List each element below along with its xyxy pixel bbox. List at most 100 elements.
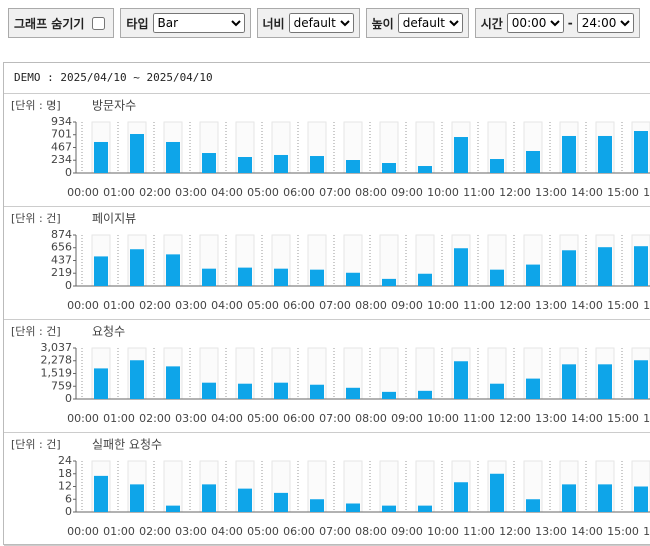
x-tick-label: 08:00 bbox=[355, 299, 387, 312]
x-tick-label: 00:00 bbox=[67, 412, 99, 425]
bar bbox=[130, 484, 144, 512]
bar bbox=[562, 135, 576, 173]
bar bbox=[490, 159, 504, 173]
bar bbox=[94, 141, 108, 173]
bar bbox=[202, 382, 216, 399]
x-tick-label: 01:00 bbox=[103, 299, 135, 312]
bar bbox=[202, 153, 216, 173]
x-tick-label: 09:00 bbox=[391, 525, 423, 538]
bar bbox=[562, 250, 576, 286]
chart-title: 방문자수 bbox=[92, 99, 136, 113]
bar bbox=[274, 492, 288, 512]
bar bbox=[94, 368, 108, 399]
y-tick-label: 934 bbox=[51, 115, 72, 128]
bar bbox=[130, 249, 144, 286]
y-tick-label: 874 bbox=[51, 228, 72, 241]
x-tick-label: 16:00 bbox=[643, 299, 650, 312]
x-tick-label: 00:00 bbox=[67, 186, 99, 199]
chart-title: 실패한 요청수 bbox=[92, 438, 162, 452]
bar bbox=[382, 278, 396, 286]
height-select[interactable]: default bbox=[397, 13, 463, 33]
bar bbox=[238, 488, 252, 512]
y-tick-label: 18 bbox=[58, 467, 72, 480]
x-tick-label: 14:00 bbox=[571, 525, 603, 538]
bar bbox=[166, 366, 180, 399]
x-tick-label: 13:00 bbox=[535, 186, 567, 199]
x-tick-label: 04:00 bbox=[211, 525, 243, 538]
to-select[interactable]: 24:00 bbox=[576, 13, 634, 33]
y-tick-label: 467 bbox=[51, 141, 72, 154]
x-tick-label: 00:00 bbox=[67, 525, 99, 538]
x-tick-label: 10:00 bbox=[427, 412, 459, 425]
slot-bg bbox=[379, 460, 399, 513]
bar bbox=[454, 137, 468, 173]
type-select[interactable]: Bar bbox=[152, 13, 245, 33]
y-tick-label: 219 bbox=[51, 266, 72, 279]
bar bbox=[382, 505, 396, 512]
bar bbox=[490, 473, 504, 512]
hide-checkbox[interactable] bbox=[92, 16, 106, 30]
bar bbox=[346, 503, 360, 512]
from-select[interactable]: 00:00 bbox=[506, 13, 564, 33]
chart-title: 요청수 bbox=[92, 325, 125, 339]
bar bbox=[382, 391, 396, 399]
x-tick-label: 09:00 bbox=[391, 299, 423, 312]
x-tick-label: 03:00 bbox=[175, 186, 207, 199]
x-tick-label: 13:00 bbox=[535, 412, 567, 425]
y-tick-label: 2,278 bbox=[41, 354, 73, 367]
chart-title: 페이지뷰 bbox=[92, 212, 136, 226]
label: 시간 bbox=[480, 16, 503, 31]
x-tick-label: 16:00 bbox=[643, 525, 650, 538]
x-tick-label: 02:00 bbox=[139, 299, 171, 312]
x-tick-label: 07:00 bbox=[319, 412, 351, 425]
x-tick-label: 14:00 bbox=[571, 186, 603, 199]
period-header: DEMO : 2025/04/10 ~ 2025/04/10 bbox=[4, 63, 650, 94]
x-tick-label: 06:00 bbox=[283, 525, 315, 538]
bar bbox=[418, 166, 432, 173]
y-tick-label: 24 bbox=[58, 454, 72, 467]
x-tick-label: 08:00 bbox=[355, 186, 387, 199]
y-tick-label: 0 bbox=[65, 166, 72, 179]
width-group: 너비 default bbox=[256, 8, 360, 38]
x-tick-label: 13:00 bbox=[535, 299, 567, 312]
x-tick-label: 13:00 bbox=[535, 525, 567, 538]
unit: [단위 : 건] bbox=[11, 212, 61, 225]
bar bbox=[490, 383, 504, 399]
width-select[interactable]: default bbox=[288, 13, 354, 33]
slot-bg bbox=[379, 234, 399, 287]
y-tick-label: 759 bbox=[51, 379, 72, 392]
height-group: 높이 default bbox=[365, 8, 469, 38]
x-tick-label: 10:00 bbox=[427, 186, 459, 199]
x-tick-label: 01:00 bbox=[103, 412, 135, 425]
bar bbox=[346, 160, 360, 173]
x-tick-label: 05:00 bbox=[247, 299, 279, 312]
unit: [단위 : 건] bbox=[11, 438, 61, 451]
x-tick-label: 12:00 bbox=[499, 186, 531, 199]
bar bbox=[274, 382, 288, 399]
bar bbox=[634, 486, 648, 512]
bar bbox=[454, 361, 468, 399]
label: 타입 bbox=[126, 16, 149, 31]
sep: - bbox=[567, 16, 573, 30]
x-tick-label: 03:00 bbox=[175, 299, 207, 312]
bar bbox=[130, 134, 144, 173]
bar bbox=[526, 499, 540, 512]
y-tick-label: 437 bbox=[51, 254, 72, 267]
slot-bg bbox=[415, 121, 435, 174]
bar bbox=[202, 268, 216, 286]
y-tick-label: 701 bbox=[51, 128, 72, 141]
bar bbox=[418, 273, 432, 286]
x-tick-label: 08:00 bbox=[355, 525, 387, 538]
y-tick-label: 6 bbox=[65, 492, 72, 505]
x-tick-label: 05:00 bbox=[247, 412, 279, 425]
x-tick-label: 01:00 bbox=[103, 186, 135, 199]
x-tick-label: 16:00 bbox=[643, 186, 650, 199]
x-tick-label: 15:00 bbox=[607, 412, 639, 425]
unit: [단위 : 명] bbox=[11, 99, 61, 112]
x-tick-label: 15:00 bbox=[607, 525, 639, 538]
bar bbox=[166, 254, 180, 286]
x-tick-label: 05:00 bbox=[247, 186, 279, 199]
x-tick-label: 15:00 bbox=[607, 299, 639, 312]
type-group: 타입 Bar bbox=[120, 8, 251, 38]
